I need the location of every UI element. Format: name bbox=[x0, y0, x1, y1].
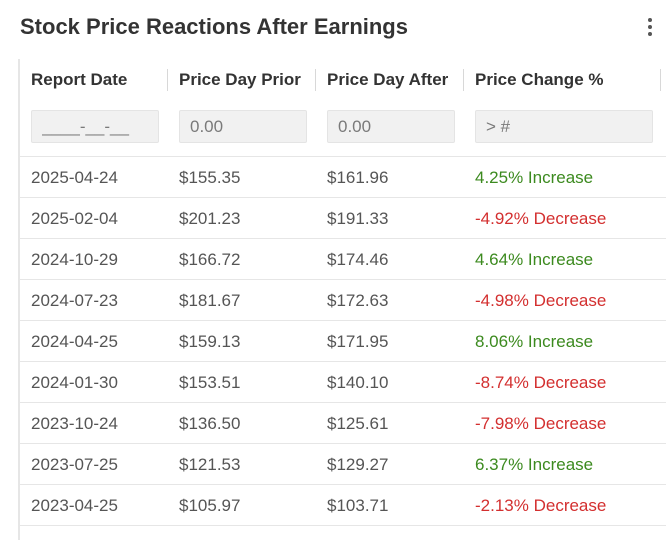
more-vertical-icon[interactable] bbox=[640, 16, 660, 38]
page-title: Stock Price Reactions After Earnings bbox=[20, 14, 408, 39]
price-day-prior-filter-input[interactable] bbox=[179, 110, 307, 143]
column-divider bbox=[315, 69, 316, 91]
column-divider bbox=[463, 69, 464, 91]
price-day-prior-cell: $153.51 bbox=[179, 373, 241, 392]
report-date-cell: 2025-04-24 bbox=[31, 168, 118, 187]
table-row[interactable]: 2023-04-25 $105.97 $103.71 -2.13% Decrease bbox=[20, 484, 666, 525]
price-day-after-cell: $172.63 bbox=[327, 291, 389, 310]
price-day-after-cell: $140.10 bbox=[327, 373, 389, 392]
price-day-after-filter-input[interactable] bbox=[327, 110, 455, 143]
column-divider bbox=[167, 69, 168, 91]
report-date-cell: 2023-10-24 bbox=[31, 414, 118, 433]
filter-row bbox=[20, 97, 666, 155]
price-day-after-cell: $191.33 bbox=[327, 209, 389, 228]
table-row[interactable]: 2025-04-24 $155.35 $161.96 4.25% Increase bbox=[20, 156, 666, 197]
price-change-cell: 4.64% Increase bbox=[475, 250, 594, 269]
price-change-cell: 4.25% Increase bbox=[475, 168, 594, 187]
report-date-cell: 2023-04-25 bbox=[31, 496, 118, 515]
report-date-cell: 2023-07-25 bbox=[31, 455, 118, 474]
column-header-report-date[interactable]: Report Date bbox=[31, 70, 128, 89]
table-row[interactable]: 2023-10-24 $136.50 $125.61 -7.98% Decrease bbox=[20, 402, 666, 443]
table-row[interactable]: 2024-10-29 $166.72 $174.46 4.64% Increase bbox=[20, 238, 666, 279]
price-change-cell: -4.92% Decrease bbox=[475, 209, 607, 228]
price-change-cell: 6.37% Increase bbox=[475, 455, 594, 474]
price-change-filter-input[interactable] bbox=[475, 110, 653, 143]
table-row-empty bbox=[20, 525, 666, 540]
column-header-price-day-after[interactable]: Price Day After bbox=[327, 70, 449, 89]
price-change-cell: -2.13% Decrease bbox=[475, 496, 607, 515]
price-change-cell: -7.98% Decrease bbox=[475, 414, 607, 433]
earnings-table: Report Date Price Day Prior Price Day Af… bbox=[18, 59, 666, 540]
price-change-cell: 8.06% Increase bbox=[475, 332, 594, 351]
table-row[interactable]: 2024-01-30 $153.51 $140.10 -8.74% Decrease bbox=[20, 361, 666, 402]
report-date-cell: 2024-04-25 bbox=[31, 332, 118, 351]
price-day-after-cell: $161.96 bbox=[327, 168, 389, 187]
price-day-after-cell: $125.61 bbox=[327, 414, 389, 433]
price-change-cell: -8.74% Decrease bbox=[475, 373, 607, 392]
report-date-cell: 2024-07-23 bbox=[31, 291, 118, 310]
price-day-prior-cell: $155.35 bbox=[179, 168, 241, 187]
table-row[interactable]: 2025-02-04 $201.23 $191.33 -4.92% Decrease bbox=[20, 197, 666, 238]
table-body: 2025-04-24 $155.35 $161.96 4.25% Increase 20… bbox=[20, 156, 666, 540]
report-date-filter-input[interactable] bbox=[31, 110, 159, 143]
price-day-after-cell: $103.71 bbox=[327, 496, 389, 515]
price-day-prior-cell: $159.13 bbox=[179, 332, 241, 351]
price-day-prior-cell: $105.97 bbox=[179, 496, 241, 515]
table-row[interactable]: 2023-07-25 $121.53 $129.27 6.37% Increase bbox=[20, 443, 666, 484]
price-day-after-cell: $171.95 bbox=[327, 332, 389, 351]
report-date-cell: 2024-01-30 bbox=[31, 373, 118, 392]
column-header-price-change[interactable]: Price Change % bbox=[475, 70, 604, 89]
price-day-prior-cell: $181.67 bbox=[179, 291, 241, 310]
price-day-prior-cell: $136.50 bbox=[179, 414, 241, 433]
price-day-prior-cell: $201.23 bbox=[179, 209, 241, 228]
price-change-cell: -4.98% Decrease bbox=[475, 291, 607, 310]
price-day-prior-cell: $166.72 bbox=[179, 250, 241, 269]
report-date-cell: 2025-02-04 bbox=[31, 209, 118, 228]
table-row[interactable]: 2024-04-25 $159.13 $171.95 8.06% Increase bbox=[20, 320, 666, 361]
table-row[interactable]: 2024-07-23 $181.67 $172.63 -4.98% Decrease bbox=[20, 279, 666, 320]
report-date-cell: 2024-10-29 bbox=[31, 250, 118, 269]
column-header-price-day-prior[interactable]: Price Day Prior bbox=[179, 70, 301, 89]
price-day-after-cell: $174.46 bbox=[327, 250, 389, 269]
price-day-after-cell: $129.27 bbox=[327, 455, 389, 474]
price-day-prior-cell: $121.53 bbox=[179, 455, 241, 474]
column-divider bbox=[660, 69, 661, 91]
table-header: Report Date Price Day Prior Price Day Af… bbox=[20, 59, 666, 97]
